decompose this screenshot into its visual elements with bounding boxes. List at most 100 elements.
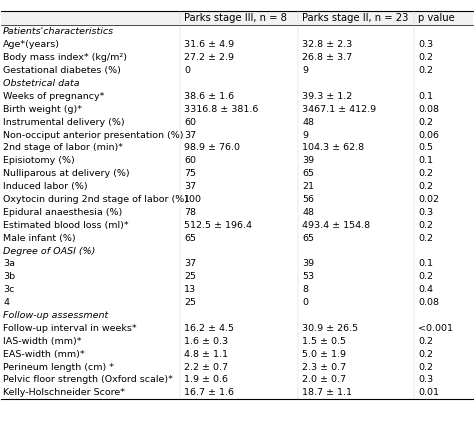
Text: 48: 48: [302, 208, 314, 217]
Bar: [0, 141, 474, 154]
Text: 104.3 ± 62.8: 104.3 ± 62.8: [302, 143, 365, 152]
Bar: [0, 90, 474, 103]
Bar: [0, 348, 474, 360]
Text: 0.01: 0.01: [418, 388, 439, 397]
Bar: [0, 193, 474, 206]
Text: Male infant (%): Male infant (%): [3, 233, 76, 243]
Text: 9: 9: [302, 66, 308, 75]
Text: Patients'characteristics: Patients'characteristics: [3, 27, 114, 36]
Text: Follow-up interval in weeks*: Follow-up interval in weeks*: [3, 324, 137, 333]
Text: 75: 75: [184, 169, 196, 178]
Text: 38.6 ± 1.6: 38.6 ± 1.6: [184, 92, 234, 101]
Text: 0: 0: [184, 66, 190, 75]
Text: Parks stage II, n = 23: Parks stage II, n = 23: [302, 14, 409, 23]
Text: Perineum length (cm) *: Perineum length (cm) *: [3, 363, 114, 371]
Text: 2.2 ± 0.7: 2.2 ± 0.7: [184, 363, 228, 371]
Text: 65: 65: [302, 233, 314, 243]
Text: 3b: 3b: [3, 272, 15, 281]
Text: 0.3: 0.3: [418, 208, 433, 217]
Text: 0.1: 0.1: [418, 259, 433, 269]
Text: 21: 21: [302, 182, 314, 191]
Text: 4: 4: [3, 298, 9, 307]
Text: 18.7 ± 1.1: 18.7 ± 1.1: [302, 388, 352, 397]
Text: 32.8 ± 2.3: 32.8 ± 2.3: [302, 40, 353, 49]
Text: 3467.1 ± 412.9: 3467.1 ± 412.9: [302, 105, 376, 114]
Text: 0.2: 0.2: [418, 337, 433, 346]
Text: 60: 60: [184, 118, 196, 126]
Text: 39.3 ± 1.2: 39.3 ± 1.2: [302, 92, 353, 101]
Text: 5.0 ± 1.9: 5.0 ± 1.9: [302, 350, 346, 359]
Bar: [0, 154, 474, 167]
Bar: [0, 322, 474, 335]
Text: 60: 60: [184, 157, 196, 165]
Text: 48: 48: [302, 118, 314, 126]
Text: 13: 13: [184, 285, 196, 294]
Text: 3c: 3c: [3, 285, 14, 294]
Text: 53: 53: [302, 272, 314, 281]
Bar: [0, 386, 474, 399]
Bar: [0, 232, 474, 244]
Text: Age*(years): Age*(years): [3, 40, 60, 49]
Text: Epidural anaesthesia (%): Epidural anaesthesia (%): [3, 208, 122, 217]
Text: 493.4 ± 154.8: 493.4 ± 154.8: [302, 221, 370, 230]
Bar: [0, 270, 474, 283]
Text: 0.08: 0.08: [418, 298, 439, 307]
Bar: [0, 129, 474, 141]
Text: 0.2: 0.2: [418, 350, 433, 359]
Bar: [0, 167, 474, 180]
Text: 25: 25: [184, 272, 196, 281]
Text: EAS-width (mm)*: EAS-width (mm)*: [3, 350, 85, 359]
Bar: [0, 283, 474, 296]
Text: 16.2 ± 4.5: 16.2 ± 4.5: [184, 324, 234, 333]
Text: 26.8 ± 3.7: 26.8 ± 3.7: [302, 53, 352, 62]
Text: IAS-width (mm)*: IAS-width (mm)*: [3, 337, 82, 346]
Text: 1.6 ± 0.3: 1.6 ± 0.3: [184, 337, 228, 346]
Bar: [0, 180, 474, 193]
Text: 0.2: 0.2: [418, 182, 433, 191]
Text: 2.3 ± 0.7: 2.3 ± 0.7: [302, 363, 346, 371]
Text: 0.2: 0.2: [418, 363, 433, 371]
Text: 31.6 ± 4.9: 31.6 ± 4.9: [184, 40, 234, 49]
Text: 65: 65: [184, 233, 196, 243]
Text: p value: p value: [418, 14, 455, 23]
Text: Episiotomy (%): Episiotomy (%): [3, 157, 75, 165]
Text: Non-occiput anterior presentation (%): Non-occiput anterior presentation (%): [3, 131, 183, 140]
Text: 2.0 ± 0.7: 2.0 ± 0.7: [302, 375, 346, 385]
Bar: [0, 258, 474, 270]
Bar: [0, 116, 474, 129]
Text: 98.9 ± 76.0: 98.9 ± 76.0: [184, 143, 240, 152]
Text: 0.1: 0.1: [418, 92, 433, 101]
Text: 1.5 ± 0.5: 1.5 ± 0.5: [302, 337, 346, 346]
Text: Pelvic floor strength (Oxford scale)*: Pelvic floor strength (Oxford scale)*: [3, 375, 173, 385]
Bar: [0, 25, 474, 38]
Text: Body mass index* (kg/m²): Body mass index* (kg/m²): [3, 53, 127, 62]
Text: 37: 37: [184, 259, 196, 269]
Bar: [0, 38, 474, 51]
Bar: [0, 244, 474, 258]
Text: 0.2: 0.2: [418, 53, 433, 62]
Bar: [0, 309, 474, 322]
Text: 56: 56: [302, 195, 314, 204]
Text: 0.2: 0.2: [418, 233, 433, 243]
Text: 65: 65: [302, 169, 314, 178]
Text: Kelly-Holschneider Score*: Kelly-Holschneider Score*: [3, 388, 125, 397]
Bar: [0, 206, 474, 219]
Text: 78: 78: [184, 208, 196, 217]
Bar: [0, 374, 474, 386]
Text: 0.3: 0.3: [418, 40, 433, 49]
Text: 0.2: 0.2: [418, 272, 433, 281]
Text: 3a: 3a: [3, 259, 15, 269]
Text: 27.2 ± 2.9: 27.2 ± 2.9: [184, 53, 234, 62]
Bar: [0, 11, 474, 25]
Text: 0.02: 0.02: [418, 195, 439, 204]
Text: 4.8 ± 1.1: 4.8 ± 1.1: [184, 350, 228, 359]
Text: 8: 8: [302, 285, 308, 294]
Text: Instrumental delivery (%): Instrumental delivery (%): [3, 118, 125, 126]
Bar: [0, 360, 474, 374]
Text: Induced labor (%): Induced labor (%): [3, 182, 88, 191]
Text: 30.9 ± 26.5: 30.9 ± 26.5: [302, 324, 358, 333]
Text: 0.2: 0.2: [418, 66, 433, 75]
Text: 0.06: 0.06: [418, 131, 439, 140]
Text: 0: 0: [302, 298, 308, 307]
Text: 0.1: 0.1: [418, 157, 433, 165]
